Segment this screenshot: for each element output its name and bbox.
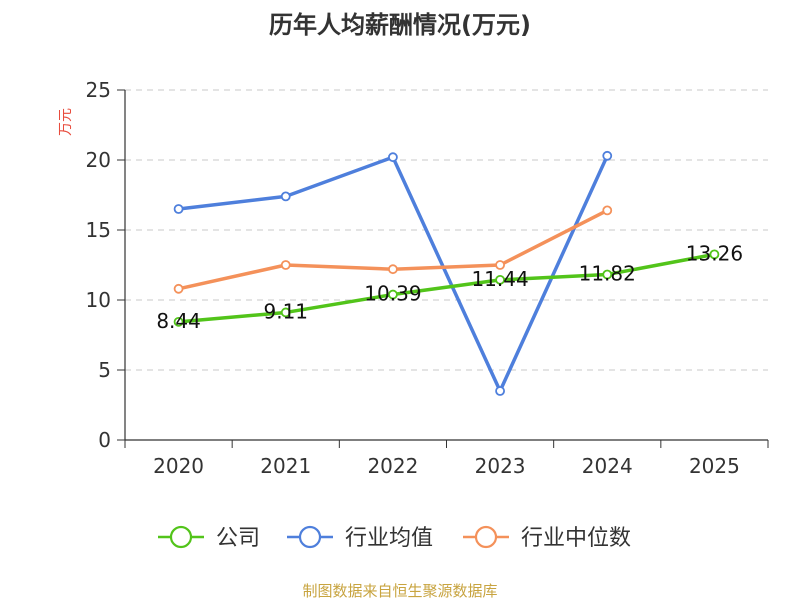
grid-lines: [125, 89, 768, 371]
data-label-2023: 11.44: [471, 267, 528, 291]
legend-marker-2: [474, 525, 498, 549]
legend-label-2: 行业中位数: [521, 526, 631, 551]
y-tick-label-15: 15: [86, 218, 111, 242]
data-point-1-2022: [388, 152, 398, 163]
data-label-2024: 11.82: [579, 262, 636, 286]
legend-item-1: 行业均值: [287, 525, 433, 551]
source-note: 制图数据来自恒生聚源数据库: [302, 582, 497, 600]
legend-marker-0: [169, 525, 193, 549]
series-line-0: [176, 252, 717, 324]
legend-marker-1: [298, 525, 322, 549]
x-tick-label-2021: 2021: [260, 454, 311, 478]
legend: 公司 行业均值 行业中位数: [158, 525, 631, 551]
data-point-0-2022: [388, 289, 398, 300]
data-label-2022: 10.39: [364, 282, 421, 306]
x-tick-label-2025: 2025: [689, 454, 740, 478]
legend-label-0: 公司: [216, 526, 260, 551]
series-lines: [173, 150, 720, 396]
data-point-1-2024: [602, 150, 613, 161]
data-point-0-2021: [280, 307, 291, 318]
x-tick-label-2024: 2024: [582, 454, 633, 478]
data-point-1-2023: [495, 386, 505, 396]
legend-label-1: 行业均值: [345, 526, 433, 551]
data-label-2025: 13.26: [686, 241, 743, 265]
axes: [117, 89, 769, 448]
chart-title: 历年人均薪酬情况(万元): [269, 11, 531, 39]
x-tick-label-2023: 2023: [475, 454, 526, 478]
data-label-2021: 9.11: [263, 299, 308, 323]
y-tick-label-25: 25: [86, 78, 111, 102]
data-point-1-2020: [173, 204, 184, 214]
x-tick-label-2022: 2022: [367, 454, 418, 478]
y-tick-label-0: 0: [98, 428, 111, 452]
y-tick-label-10: 10: [86, 288, 111, 312]
data-point-0-2025: [709, 249, 720, 260]
data-point-2-2024: [602, 205, 613, 216]
data-point-0-2024: [602, 269, 613, 280]
x-tick-label-2020: 2020: [153, 454, 204, 478]
data-point-2-2020: [173, 283, 184, 294]
data-point-2-2021: [280, 260, 291, 270]
data-point-0-2023: [495, 274, 505, 285]
y-tick-label-5: 5: [98, 358, 111, 382]
data-point-0-2020: [173, 316, 184, 327]
data-label-2020: 8.44: [156, 309, 201, 333]
data-point-1-2021: [280, 191, 291, 202]
legend-item-0: 公司: [158, 525, 260, 551]
y-tick-label-20: 20: [86, 148, 111, 172]
data-labels: 8.44 9.11 10.39 11.44 11.82 13.26: [156, 241, 743, 332]
legend-item-2: 行业中位数: [463, 525, 631, 551]
data-point-2-2023: [495, 260, 505, 270]
y-axis-label: 万元: [58, 108, 74, 136]
data-point-2-2022: [388, 264, 398, 275]
